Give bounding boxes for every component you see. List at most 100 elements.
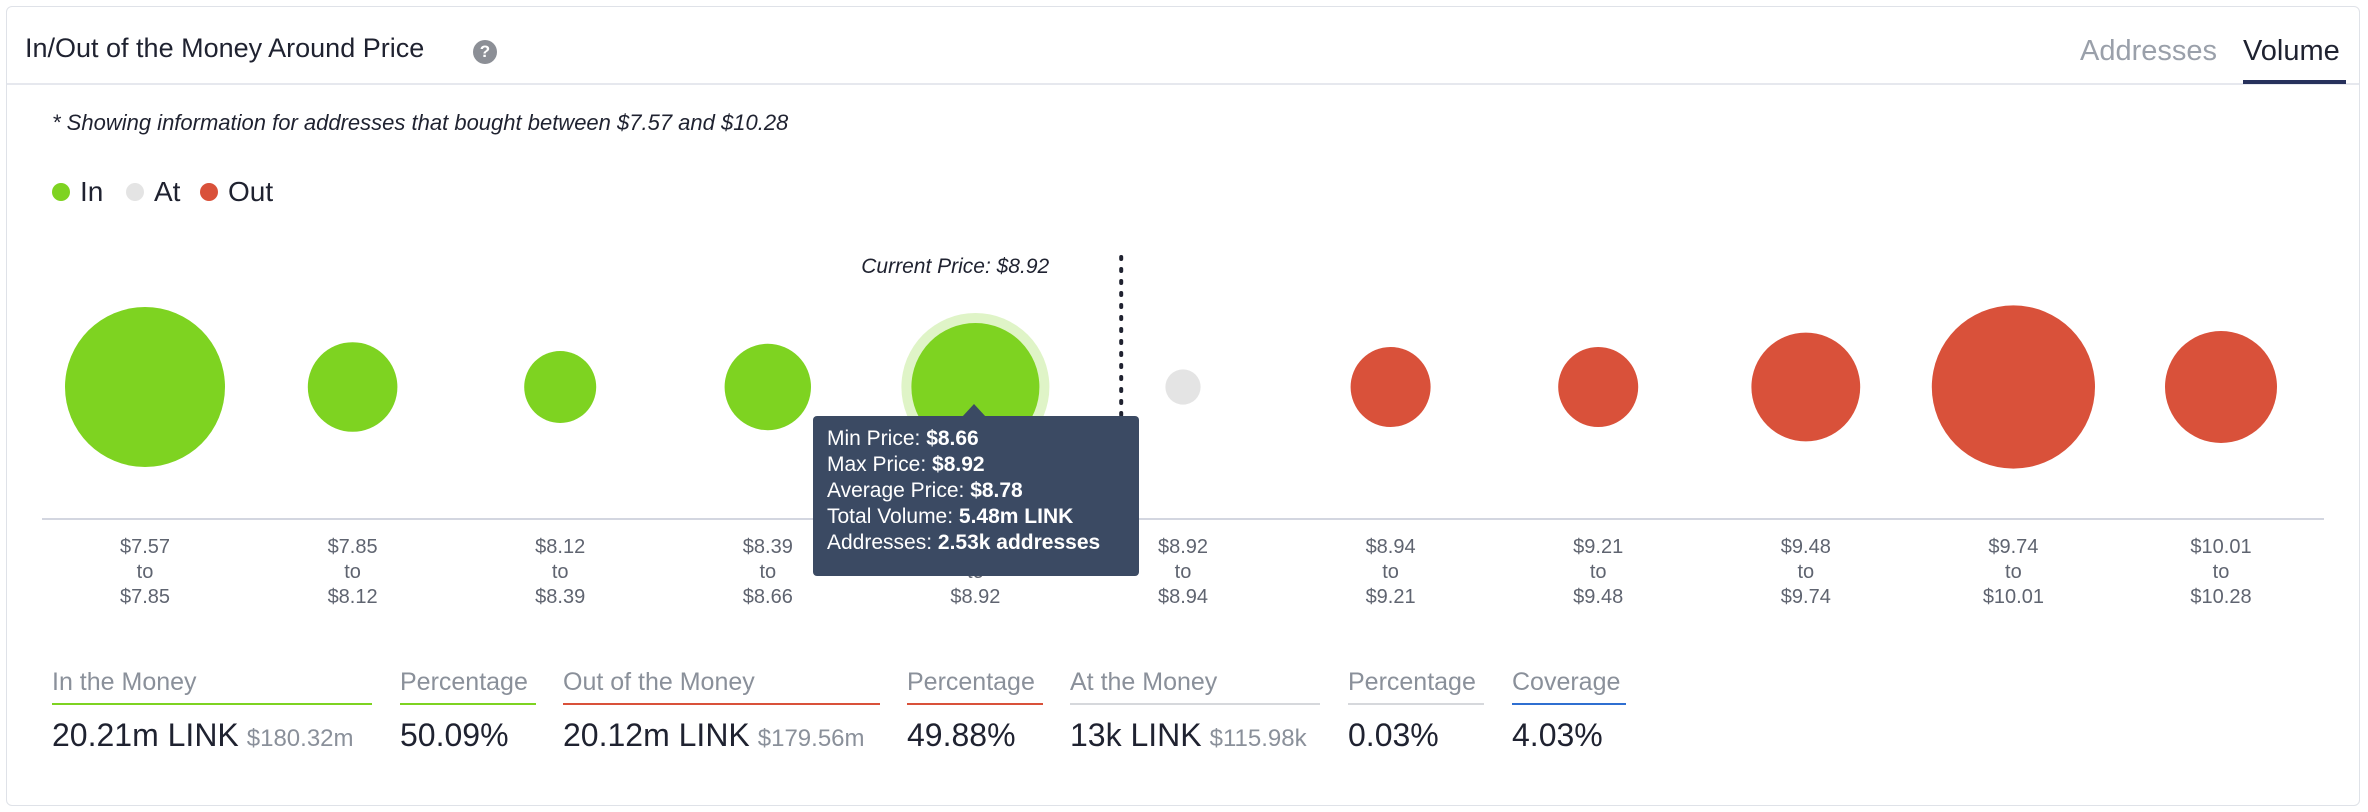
- tooltip-max-value: $8.92: [932, 453, 985, 476]
- x-tick-label: to: [137, 561, 154, 583]
- tooltip-volume-row: Total Volume: 5.48m LINK: [827, 504, 1125, 530]
- tooltip-arrow: [962, 404, 986, 417]
- x-tick-label: $10.01: [2190, 536, 2251, 558]
- active-tab-indicator: [2243, 80, 2346, 84]
- stat-underline: [563, 703, 880, 705]
- card-title: In/Out of the Money Around Price: [25, 33, 425, 63]
- bubble-out[interactable]: [2165, 331, 2277, 443]
- tooltip-addresses-value: 2.53k addresses: [937, 531, 1101, 554]
- x-tick-label: $8.92: [1158, 536, 1208, 558]
- stat-label: Out of the Money: [563, 668, 755, 696]
- bubble-in[interactable]: [524, 351, 597, 423]
- stat-underline: [1512, 703, 1626, 705]
- tooltip-max-label: Max Price:: [827, 453, 933, 476]
- stat-label: At the Money: [1070, 668, 1218, 696]
- x-tick-label: to: [1797, 561, 1814, 583]
- legend-label-out: Out: [228, 176, 274, 207]
- x-tick-label: $9.74: [1781, 586, 1831, 608]
- tooltip-addresses-row: Addresses: 2.53k addresses: [827, 530, 1125, 556]
- stat-value: 20.12m LINK $179.56m: [563, 717, 880, 754]
- stat-value: 49.88%: [907, 717, 1016, 753]
- stat-value-main: 20.12m LINK: [563, 717, 750, 753]
- current-price-label: Current Price: $8.92: [861, 255, 1049, 278]
- stat-underline: [52, 703, 372, 705]
- tooltip-addresses-label: Addresses:: [827, 531, 938, 554]
- x-tick-label: $8.66: [743, 586, 793, 608]
- stat-in-the-money: In the Money 20.21m LINK $180.32m: [52, 668, 372, 754]
- x-tick-label: $9.21: [1573, 536, 1623, 558]
- card-header: In/Out of the Money Around Price ? Addre…: [7, 7, 2359, 85]
- bubble-at[interactable]: [1165, 369, 1201, 405]
- stat-underline: [1348, 703, 1484, 705]
- stat-label: Coverage: [1512, 668, 1621, 696]
- tooltip-volume-value: 5.48m LINK: [958, 505, 1074, 528]
- x-tick-label: $8.92: [950, 586, 1000, 608]
- stat-value: 20.21m LINK $180.32m: [52, 717, 372, 754]
- stat-value: 50.09%: [400, 717, 509, 753]
- tab-addresses[interactable]: Addresses: [2080, 35, 2218, 67]
- x-tick-label: to: [1175, 561, 1192, 583]
- stat-label: Percentage: [907, 668, 1035, 696]
- stat-value: 4.03%: [1512, 717, 1603, 753]
- stat-label: In the Money: [52, 668, 197, 696]
- chart-tooltip: Min Price: $8.66 Max Price: $8.92 Averag…: [813, 416, 1139, 576]
- stat-label: Percentage: [1348, 668, 1476, 696]
- x-tick-label: to: [2005, 561, 2022, 583]
- x-tick-label: to: [1590, 561, 1607, 583]
- legend-item-in[interactable]: In: [52, 176, 103, 208]
- stat-coverage: Coverage 4.03%: [1512, 668, 1626, 754]
- info-note: * Showing information for addresses that…: [52, 110, 789, 135]
- stat-value: 0.03%: [1348, 717, 1439, 753]
- bubble-in[interactable]: [724, 343, 811, 431]
- bubble-out[interactable]: [1350, 347, 1431, 427]
- tooltip-avg-row: Average Price: $8.78: [827, 478, 1125, 504]
- stat-value-usd: $115.98k: [1209, 725, 1307, 752]
- legend-dot-in: [52, 182, 70, 201]
- tooltip-min-value: $8.66: [926, 427, 979, 450]
- bubble-out[interactable]: [1558, 347, 1639, 427]
- tooltip-min-label: Min Price:: [827, 427, 927, 450]
- x-tick-label: to: [344, 561, 361, 583]
- x-tick-label: $8.94: [1158, 586, 1208, 608]
- x-tick-label: $7.85: [120, 586, 170, 608]
- x-tick-label: $8.12: [328, 586, 378, 608]
- question-icon[interactable]: ?: [473, 40, 497, 64]
- stat-at-the-money: At the Money 13k LINK $115.98k: [1070, 668, 1320, 754]
- x-tick-label: $9.48: [1573, 586, 1623, 608]
- x-tick-label: $7.57: [120, 536, 170, 558]
- bubble-in[interactable]: [65, 307, 225, 467]
- stat-out-percentage: Percentage 49.88%: [907, 668, 1043, 754]
- stat-label: Percentage: [400, 668, 528, 696]
- x-tick-label: $8.94: [1366, 536, 1416, 558]
- stat-in-percentage: Percentage 50.09%: [400, 668, 536, 754]
- x-tick-label: to: [552, 561, 569, 583]
- stat-value-usd: $180.32m: [246, 725, 354, 752]
- stat-value: 13k LINK $115.98k: [1070, 717, 1320, 754]
- legend-label-at: At: [154, 176, 181, 207]
- tab-volume[interactable]: Volume: [2243, 35, 2340, 67]
- x-tick-label: to: [759, 561, 776, 583]
- x-tick-label: $7.85: [328, 536, 378, 558]
- legend-dot-out: [200, 182, 218, 201]
- stat-underline: [1070, 703, 1320, 705]
- x-tick-label: $10.28: [2190, 586, 2251, 608]
- bubble-out[interactable]: [1751, 332, 1861, 442]
- tooltip-volume-label: Total Volume:: [827, 505, 959, 528]
- stat-value-usd: $179.56m: [757, 725, 865, 752]
- x-tick-label: $9.48: [1781, 536, 1831, 558]
- x-tick-label: $8.12: [535, 536, 585, 558]
- tooltip-avg-label: Average Price:: [827, 479, 971, 502]
- tooltip-avg-value: $8.78: [970, 479, 1023, 502]
- x-tick-label: $9.21: [1366, 586, 1416, 608]
- legend-item-at[interactable]: At: [126, 176, 180, 208]
- bubble-in[interactable]: [307, 342, 398, 432]
- tooltip-min-row: Min Price: $8.66: [827, 426, 1125, 452]
- x-tick-label: to: [1382, 561, 1399, 583]
- bubble-out[interactable]: [1931, 305, 2095, 469]
- legend-item-out[interactable]: Out: [200, 176, 273, 208]
- legend-label-in: In: [80, 176, 104, 207]
- x-tick-label: $8.39: [743, 536, 793, 558]
- x-tick-label: $10.01: [1983, 586, 2044, 608]
- stat-underline: [400, 703, 536, 705]
- stat-at-percentage: Percentage 0.03%: [1348, 668, 1484, 754]
